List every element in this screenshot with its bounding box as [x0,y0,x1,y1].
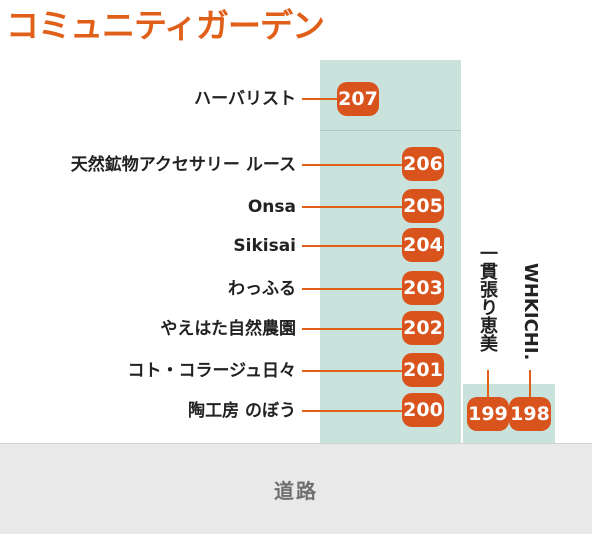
shop-name-200: 陶工房 のぼう [188,401,296,421]
leader-line-199 [487,370,489,400]
road-label: 道路 [274,479,318,503]
leader-line-203 [302,288,407,290]
shop-badge-198[interactable]: 198 [509,397,551,431]
shop-badge-201[interactable]: 201 [402,353,444,387]
shop-badge-203[interactable]: 203 [402,271,444,305]
shop-name-202: やえはた自然農園 [160,319,296,339]
leader-line-204 [302,245,407,247]
shop-name-203: わっふる [228,279,296,299]
page-title: コミュニティガーデン [6,6,325,45]
block-divider [320,130,461,131]
leader-line-201 [302,370,407,372]
shop-name-204: Sikisai [233,236,296,256]
shop-badge-202[interactable]: 202 [402,311,444,345]
shop-badge-204[interactable]: 204 [402,228,444,262]
leader-line-207 [302,98,342,100]
road-area [0,443,592,534]
leader-line-198 [529,370,531,400]
shop-name-198: WHKICHI. [520,263,541,361]
leader-line-206 [302,164,407,166]
shop-badge-199[interactable]: 199 [467,397,509,431]
leader-line-200 [302,410,407,412]
leader-line-202 [302,328,407,330]
shop-name-206: 天然鉱物アクセサリー ルース [70,155,296,175]
shop-badge-200[interactable]: 200 [402,393,444,427]
shop-badge-207[interactable]: 207 [337,82,379,116]
shop-badge-205[interactable]: 205 [402,189,444,223]
shop-badge-206[interactable]: 206 [402,147,444,181]
shop-name-205: Onsa [247,197,296,217]
shop-name-207: ハーバリスト [194,89,296,109]
leader-line-205 [302,206,407,208]
shop-name-199: 一貫張り恵美 [477,244,498,352]
shop-name-201: コト・コラージュ日々 [127,361,296,381]
